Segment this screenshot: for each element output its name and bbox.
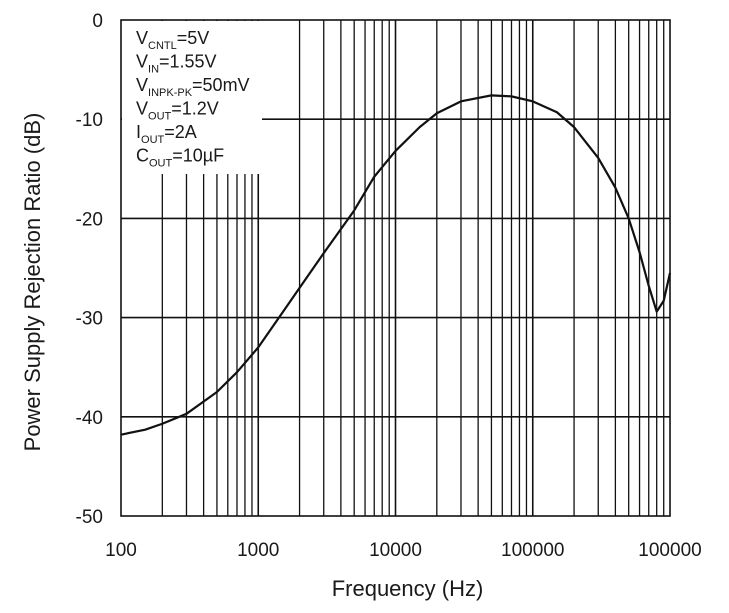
y-tick-label: -30	[76, 309, 103, 330]
condition-value: =1.2V	[171, 99, 219, 119]
condition-line: VIN=1.55V	[136, 52, 217, 76]
condition-line: VOUT=1.2V	[136, 99, 219, 123]
condition-symbol: V	[136, 28, 148, 48]
condition-symbol: V	[136, 99, 148, 119]
x-tick-label: 100	[105, 540, 137, 561]
condition-subscript: OUT	[149, 158, 173, 170]
condition-line: VCNTL=5V	[136, 28, 209, 52]
x-tick-label: 10000	[369, 540, 422, 561]
plot-frame	[120, 19, 671, 517]
condition-subscript: OUT	[148, 111, 172, 123]
condition-line: VINPK-PK=50mV	[136, 75, 250, 99]
condition-symbol: C	[136, 146, 149, 166]
conditions-background	[122, 21, 262, 174]
y-tick-label: -10	[76, 110, 103, 131]
x-tick-labels: 100 1000 10000 100000 100000	[105, 540, 702, 561]
x-tick-label: 100000	[501, 540, 564, 561]
condition-value: =10µF	[172, 146, 224, 166]
y-tick-label: -40	[76, 408, 103, 429]
x-tick-label: 100000	[638, 540, 701, 561]
y-tick-label: 0	[92, 11, 103, 32]
condition-symbol: V	[136, 52, 148, 72]
condition-value: =2A	[164, 122, 197, 142]
condition-value: =1.55V	[159, 52, 217, 72]
x-axis-title: Frequency (Hz)	[332, 576, 484, 601]
y-tick-labels: 0 -10 -20 -30 -40 -50	[76, 11, 103, 528]
condition-subscript: IN	[148, 64, 159, 76]
condition-subscript: INPK-PK	[148, 87, 193, 99]
psrr-series-line	[120, 94, 672, 436]
y-tick-label: -20	[76, 209, 103, 230]
condition-subscript: OUT	[141, 134, 165, 146]
condition-line: IOUT=2A	[136, 122, 197, 146]
condition-subscript: CNTL	[148, 40, 177, 52]
condition-line: COUT=10µF	[136, 146, 224, 170]
condition-value: =50mV	[192, 75, 250, 95]
y-axis-title: Power Supply Rejection Ratio (dB)	[20, 113, 45, 452]
x-tick-label: 1000	[237, 540, 279, 561]
condition-symbol: V	[136, 75, 148, 95]
y-tick-label: -50	[76, 507, 103, 528]
test-conditions: VCNTL=5VVIN=1.55VVINPK-PK=50mVVOUT=1.2VI…	[122, 21, 262, 174]
condition-symbol: I	[136, 122, 141, 142]
condition-value: =5V	[177, 28, 210, 48]
